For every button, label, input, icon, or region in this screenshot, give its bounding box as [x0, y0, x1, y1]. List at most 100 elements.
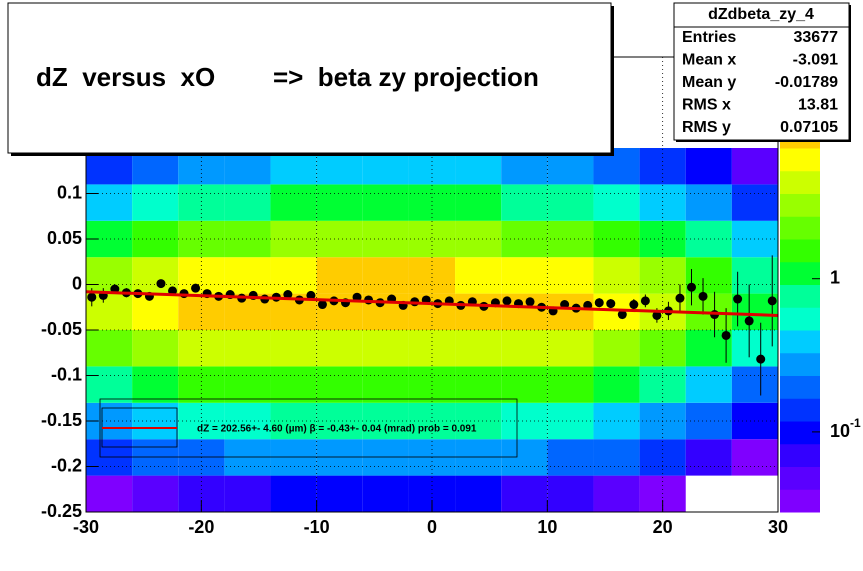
heat-cell — [501, 366, 548, 403]
heat-cell — [639, 330, 686, 367]
heat-cell — [593, 220, 640, 258]
heat-cell — [316, 402, 363, 440]
heat-cell — [501, 402, 548, 440]
heat-cell — [731, 184, 778, 221]
stats-label: RMS x — [682, 97, 731, 114]
point — [191, 283, 201, 293]
heat-cell — [86, 330, 133, 367]
heat-cell — [132, 184, 179, 221]
heat-cell — [132, 366, 179, 403]
heat-cell — [132, 293, 179, 330]
color-bar-band — [780, 193, 820, 217]
heat-cell — [593, 366, 640, 403]
heat-cell — [501, 439, 548, 476]
y-tick-label: -0.15 — [41, 410, 82, 430]
heat-cell — [593, 402, 640, 440]
heat-cell — [547, 184, 594, 221]
heat-cell — [639, 366, 686, 403]
heat-cell — [178, 366, 225, 403]
point — [594, 298, 604, 308]
heat-cell — [362, 475, 409, 512]
z-tick-base: 10 — [830, 421, 850, 441]
title-box: dZ versus xO => beta zy projection — [7, 2, 614, 156]
stats-value: -3.091 — [793, 52, 838, 69]
heat-cell — [86, 257, 133, 294]
heat-cell — [455, 184, 502, 221]
legend-box — [99, 398, 518, 458]
x-tick-label: -20 — [188, 517, 214, 537]
stats-value: 0.07105 — [780, 119, 838, 136]
heat-cell — [455, 330, 502, 367]
heat-cell — [547, 257, 594, 294]
heat-cell — [731, 439, 778, 476]
heat-cell — [316, 475, 363, 512]
heat-cell — [316, 184, 363, 221]
heat-cell — [86, 475, 133, 512]
heat-cell — [270, 439, 317, 476]
heat-cell — [547, 475, 594, 512]
heat-cell — [178, 257, 225, 294]
color-bar-band — [780, 330, 820, 354]
point — [744, 316, 754, 326]
x-tick-label: -10 — [304, 517, 330, 537]
point — [675, 293, 685, 303]
point — [606, 299, 616, 309]
point — [687, 282, 696, 292]
y-tick-label: 0.1 — [57, 182, 82, 202]
stats-frame — [673, 2, 850, 141]
heat-cell — [639, 148, 686, 185]
heat-cell — [455, 475, 502, 512]
color-bar-band — [780, 375, 820, 399]
stats-label: Mean x — [682, 52, 736, 69]
heat-cell — [224, 330, 271, 367]
chart-title: dZ versus xO => beta zy projection — [36, 62, 539, 92]
y-tick-label: -0.25 — [41, 501, 82, 521]
point — [87, 292, 97, 302]
heat-cell — [731, 330, 778, 367]
heat-cell — [593, 184, 640, 221]
axes: -30 -20 -10 0 10 20 30 -0.25 -0.2 -0.15 -0.1 -0.05 0… — [41, 182, 788, 537]
heat-cell — [501, 330, 548, 367]
point — [283, 290, 293, 300]
color-bar-band — [780, 307, 820, 331]
point — [698, 291, 708, 301]
color-bar-band — [780, 148, 820, 172]
heat-cell — [316, 439, 363, 476]
color-bar-band — [780, 398, 820, 422]
heat-cell — [408, 220, 456, 258]
heat-cell — [362, 366, 409, 403]
heat-cell — [224, 475, 271, 512]
point — [306, 290, 316, 300]
heatmap — [86, 148, 778, 512]
heat-cell — [501, 475, 548, 512]
heat-cell — [731, 366, 778, 403]
heat-cell — [455, 257, 502, 294]
heat-cell — [270, 220, 317, 258]
heat-cell — [178, 330, 225, 367]
heat-cell — [455, 366, 502, 403]
heat-cell — [316, 257, 363, 294]
heat-cell — [362, 330, 409, 367]
color-bar-band — [780, 421, 820, 445]
point — [525, 297, 535, 307]
heat-cell — [270, 184, 317, 221]
x-tick-label: -30 — [73, 517, 99, 537]
heat-cell — [593, 475, 640, 512]
heat-cell — [224, 366, 271, 403]
heat-cell — [685, 402, 732, 440]
heat-cell — [685, 366, 732, 403]
heat-cell — [593, 257, 640, 294]
stats-label: Mean y — [682, 74, 736, 91]
color-bar-band — [780, 261, 820, 285]
z-tick-exponent: -1 — [850, 416, 861, 430]
x-tick-label: 20 — [653, 517, 673, 537]
stats-label: RMS y — [682, 119, 731, 136]
x-tick-label: 0 — [427, 517, 437, 537]
heat-cell — [408, 366, 456, 403]
heat-cell — [178, 220, 225, 258]
heat-cell — [547, 366, 594, 403]
point — [733, 294, 743, 304]
color-bar-band — [780, 239, 820, 263]
heat-cell — [316, 330, 363, 367]
point — [156, 279, 166, 289]
